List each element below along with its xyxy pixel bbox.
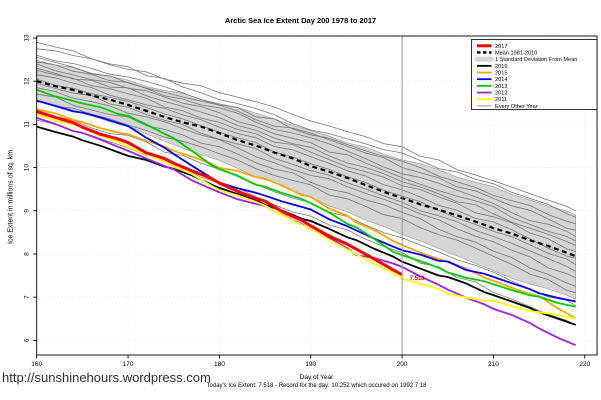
x-tick-label: 170 (123, 361, 134, 368)
legend-label: 2017 (495, 44, 507, 50)
legend-item-2014: 2014 (477, 77, 507, 83)
every-other-year-line (36, 74, 576, 259)
y-tick-label: 12 (24, 77, 31, 85)
every-other-year-line (36, 41, 576, 212)
legend-label: Every Other Year (495, 104, 538, 110)
every-other-year-line (36, 48, 576, 218)
legend-label: 2016 (495, 64, 507, 70)
legend-label: 2014 (495, 77, 507, 83)
legend-label: 2015 (495, 71, 507, 77)
x-tick-label: 200 (397, 361, 408, 368)
legend-box (471, 39, 598, 110)
legend-item-2017: 2017 (477, 44, 507, 50)
x-tick-label: 210 (488, 361, 499, 368)
legend-label: Mean 1981-2010 (495, 50, 537, 56)
legend-item-2015: 2015 (477, 71, 507, 77)
every-other-year-line (36, 93, 576, 287)
every-other-year-line (36, 87, 576, 279)
x-tick-label: 180 (214, 361, 225, 368)
legend-label: 2012 (495, 91, 507, 97)
legend-item-2016: 2016 (477, 64, 507, 70)
legend-item-2011: 2011 (477, 97, 507, 103)
every-other-year-line (36, 67, 576, 246)
every-other-year-line (36, 83, 576, 272)
site-url: http://sunshinehours.wordpress.com (2, 370, 211, 385)
y-tick-label: 10 (24, 164, 31, 172)
legend-label: 2011 (495, 97, 507, 103)
x-tick-label: 160 (31, 361, 42, 368)
legend-item-every-other-year: Every Other Year (477, 104, 538, 110)
plot-box (36, 35, 598, 356)
today-value-annotation: 7.518 (410, 276, 426, 282)
y-tick-label: 8 (24, 252, 31, 256)
y-tick-label: 9 (24, 209, 31, 213)
every-other-year-line (36, 100, 576, 294)
axes: 160 170 180 190 200 210 220 6 7 8 9 10 11 12 13 (24, 34, 591, 368)
every-other-year-line (36, 57, 576, 231)
chart-title: Arctic Sea Ice Extent Day 200 1978 to 20… (224, 16, 377, 25)
legend-item-2012: 2012 (477, 91, 507, 97)
every-other-year-line (36, 63, 576, 242)
y-tick-label: 13 (24, 34, 31, 42)
x-axis-label: Day of Year (299, 374, 334, 381)
series-2016-line (36, 125, 576, 326)
y-tick-label: 7 (24, 295, 31, 299)
series-2011-line (36, 112, 576, 320)
series-2013-line (36, 88, 576, 308)
y-tick-label: 6 (24, 338, 31, 342)
every-other-year-line (36, 61, 576, 238)
series-2014-line (36, 99, 576, 303)
legend-label: 2013 (495, 84, 507, 90)
legend-item-1-standard-deviation-from-mean: 1 Standard Deviation From Mean (474, 56, 577, 63)
every-other-year-line (36, 54, 576, 225)
legend-item-2013: 2013 (477, 84, 507, 90)
series-2017-line (36, 109, 403, 277)
y-tick-label: 11 (24, 121, 31, 128)
series-2015-line (36, 108, 577, 320)
chart-subtitle: Today's Ice Extent: 7.518 - Record for t… (206, 383, 427, 389)
every-other-year-line (36, 70, 576, 253)
x-tick-label: 220 (579, 361, 590, 368)
mean-line (36, 80, 577, 258)
every-other-year-line (36, 78, 576, 266)
legend-label: 1 Standard Deviation From Mean (495, 57, 577, 63)
x-tick-label: 190 (305, 361, 316, 368)
legend-item-mean-1981-2010: Mean 1981-2010 (477, 50, 537, 56)
